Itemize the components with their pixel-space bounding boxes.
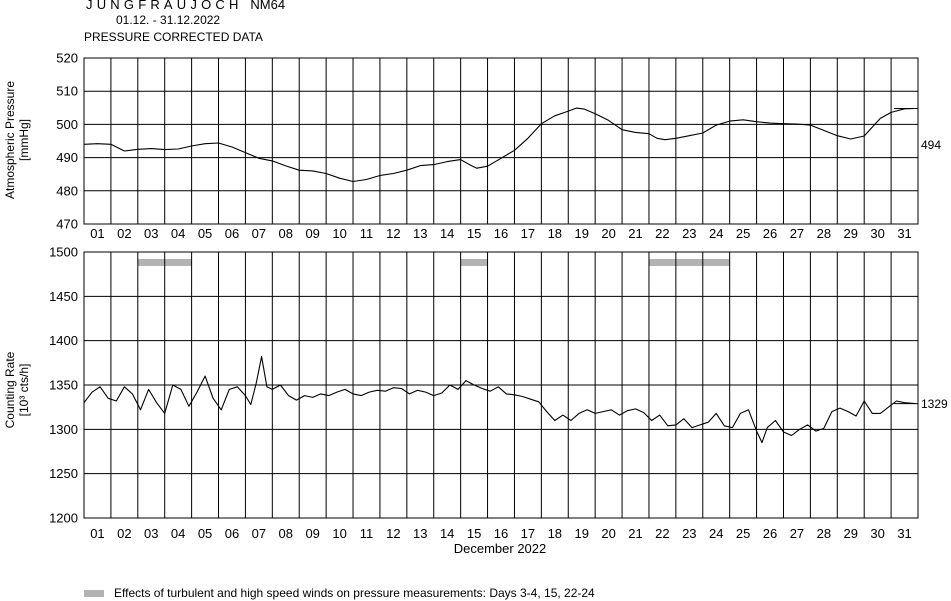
x-tick-label: 12	[386, 526, 400, 541]
y-tick-label: 1200	[49, 511, 78, 526]
y-tick-label: 500	[56, 117, 78, 132]
y-tick-label: 490	[56, 150, 78, 165]
wind-effect-bar	[460, 259, 488, 266]
x-tick-label: 31	[897, 526, 911, 541]
x-tick-label: 17	[521, 526, 535, 541]
x-tick-label: 12	[386, 226, 400, 241]
series-line	[83, 356, 916, 444]
x-tick-label: 02	[117, 526, 131, 541]
period-label: 01.12. - 31.12.2022	[116, 13, 221, 27]
x-tick-label: 08	[279, 226, 293, 241]
legend: Effects of turbulent and high speed wind…	[84, 586, 595, 600]
y-axis-label: Atmospheric Pressure[mmHg]	[3, 81, 31, 199]
x-tick-label: 25	[736, 226, 750, 241]
x-tick-label: 09	[305, 226, 319, 241]
x-tick-label: 29	[844, 526, 858, 541]
station-name: JUNGFRAUJOCH NM64	[86, 0, 286, 12]
x-tick-label: 03	[144, 226, 158, 241]
x-tick-label: 07	[252, 526, 266, 541]
x-tick-label: 30	[870, 526, 884, 541]
x-tick-label: 04	[171, 526, 185, 541]
counting-rate-panel: 1200 1250 1300 1350 1400 1450 1500 01 02 03 04 05 06…	[3, 245, 948, 557]
plot-frame	[83, 57, 919, 225]
last-value-label: 1329	[921, 397, 948, 411]
x-tick-label: 25	[736, 526, 750, 541]
x-tick-label: 26	[763, 226, 777, 241]
y-tick-label: 1400	[49, 333, 78, 348]
x-tick-label: 13	[413, 226, 427, 241]
x-tick-label: 17	[521, 226, 535, 241]
x-tick-label: 08	[279, 526, 293, 541]
x-tick-label: 30	[870, 226, 884, 241]
x-tick-label: 20	[601, 526, 615, 541]
x-axis-label: December 2022	[454, 541, 547, 556]
y-tick-label: 1250	[49, 466, 78, 481]
x-tick-label: 10	[332, 526, 346, 541]
x-tick-label: 07	[252, 226, 266, 241]
x-tick-label: 09	[305, 526, 319, 541]
last-value-label: 494	[921, 138, 941, 152]
x-tick-label: 29	[844, 226, 858, 241]
x-tick-label: 16	[494, 526, 508, 541]
x-tick-label: 27	[790, 526, 804, 541]
x-tick-label: 28	[817, 526, 831, 541]
x-tick-label: 22	[655, 526, 669, 541]
x-tick-label: 14	[440, 226, 454, 241]
x-tick-label: 06	[225, 526, 239, 541]
x-tick-label: 23	[682, 226, 696, 241]
x-tick-label: 18	[548, 526, 562, 541]
y-tick-label: 1450	[49, 289, 78, 304]
x-tick-label: 15	[467, 226, 481, 241]
x-tick-label: 10	[332, 226, 346, 241]
x-tick-label: 28	[817, 226, 831, 241]
x-tick-label: 31	[897, 226, 911, 241]
y-tick-label: 1350	[49, 378, 78, 393]
y-tick-label: 480	[56, 183, 78, 198]
x-tick-label: 24	[709, 526, 723, 541]
y-tick-label: 510	[56, 84, 78, 99]
x-tick-label: 15	[467, 526, 481, 541]
x-tick-label: 21	[628, 226, 642, 241]
series-line	[83, 107, 916, 183]
x-tick-label: 11	[360, 226, 374, 241]
x-tick-label: 20	[601, 226, 615, 241]
pressure-panel: 470 480 490 500 510 520 01 02 03 04 05 06 07 08 09 10 11…	[3, 51, 941, 242]
x-tick-label: 19	[574, 226, 588, 241]
legend-swatch	[84, 589, 104, 597]
x-tick-label: 21	[628, 526, 642, 541]
y-tick-label: 1500	[49, 245, 78, 260]
x-tick-label: 27	[790, 226, 804, 241]
x-tick-label: 14	[440, 526, 454, 541]
x-tick-label: 13	[413, 526, 427, 541]
plot-frame	[83, 251, 919, 519]
legend-text: Effects of turbulent and high speed wind…	[114, 586, 595, 600]
x-tick-label: 19	[574, 526, 588, 541]
x-tick-label: 23	[682, 526, 696, 541]
y-tick-label: 1300	[49, 422, 78, 437]
x-tick-label: 06	[225, 226, 239, 241]
x-tick-label: 01	[90, 526, 104, 541]
x-tick-label: 16	[494, 226, 508, 241]
wind-effect-bar	[648, 259, 730, 266]
x-tick-label: 05	[198, 226, 212, 241]
y-axis-label: Counting Rate[10³ cts/h]	[3, 351, 31, 428]
x-tick-label: 24	[709, 226, 723, 241]
x-tick-label: 26	[763, 526, 777, 541]
x-tick-label: 11	[360, 526, 374, 541]
x-tick-label: 22	[655, 226, 669, 241]
x-tick-label: 04	[171, 226, 185, 241]
x-tick-label: 05	[198, 526, 212, 541]
y-tick-label: 470	[56, 217, 78, 232]
y-tick-label: 520	[56, 51, 78, 66]
x-tick-label: 02	[117, 226, 131, 241]
x-tick-label: 01	[90, 226, 104, 241]
x-tick-label: 18	[548, 226, 562, 241]
chart-subtitle: PRESSURE CORRECTED DATA	[84, 30, 263, 44]
x-tick-label: 03	[144, 526, 158, 541]
